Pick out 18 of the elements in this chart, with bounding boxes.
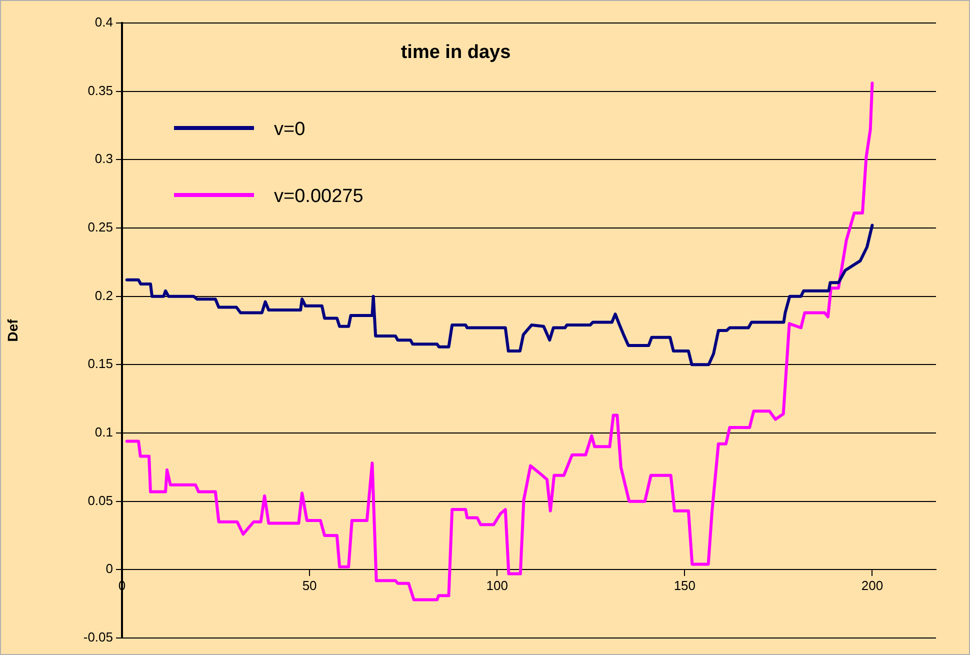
y-tick-label: 0.25 xyxy=(88,220,113,235)
y-tick-label: 0.05 xyxy=(88,492,113,508)
y-tick-label: 0.35 xyxy=(88,82,113,98)
legend-label: v=0 xyxy=(274,119,306,140)
y-tick-label: -0.05 xyxy=(83,630,113,645)
y-tick-label: 0.1 xyxy=(94,424,113,440)
legend-label: v=0.00275 xyxy=(274,186,364,208)
x-tick-label: 50 xyxy=(302,578,317,594)
y-tick-label: 0.2 xyxy=(94,288,113,303)
x-tick-label: 100 xyxy=(486,578,508,594)
x-tick-label: 150 xyxy=(674,578,696,594)
y-tick-label: 0.15 xyxy=(88,356,113,372)
y-tick-label: 0.4 xyxy=(94,14,113,30)
y-axis-title: Def xyxy=(4,318,20,342)
y-tick-label: 0 xyxy=(106,561,113,576)
x-tick-label: 200 xyxy=(861,578,884,594)
text: time in days xyxy=(400,42,511,64)
y-tick-label: 0.3 xyxy=(94,151,113,166)
